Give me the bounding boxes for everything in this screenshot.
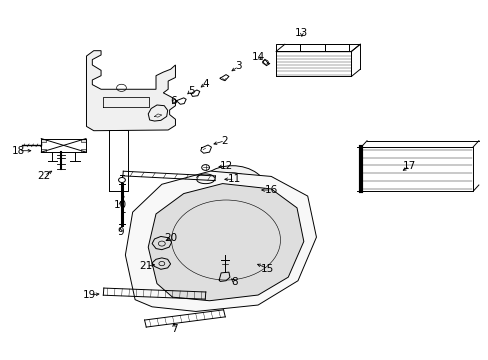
Text: 12: 12 bbox=[219, 161, 232, 171]
Text: 1: 1 bbox=[120, 205, 126, 215]
Text: 7: 7 bbox=[170, 324, 177, 334]
Text: 11: 11 bbox=[228, 174, 241, 184]
Text: 19: 19 bbox=[83, 290, 96, 300]
Text: 21: 21 bbox=[140, 261, 153, 271]
Circle shape bbox=[207, 173, 257, 210]
Text: 16: 16 bbox=[264, 185, 278, 195]
Text: 13: 13 bbox=[295, 28, 308, 38]
Text: 9: 9 bbox=[117, 227, 123, 237]
Text: 5: 5 bbox=[187, 86, 194, 96]
Text: 22: 22 bbox=[38, 171, 51, 181]
Text: 20: 20 bbox=[163, 233, 177, 243]
Circle shape bbox=[197, 166, 267, 217]
Bar bbox=[41, 149, 46, 152]
Bar bbox=[81, 139, 86, 142]
Polygon shape bbox=[125, 171, 316, 311]
Bar bbox=[41, 139, 46, 142]
Text: 14: 14 bbox=[251, 52, 264, 62]
Bar bbox=[81, 149, 86, 152]
Text: 3: 3 bbox=[235, 62, 242, 71]
Circle shape bbox=[221, 183, 243, 200]
Text: 6: 6 bbox=[170, 96, 177, 107]
Text: 15: 15 bbox=[261, 264, 274, 274]
Text: 18: 18 bbox=[12, 146, 25, 156]
Text: 4: 4 bbox=[202, 78, 208, 89]
Polygon shape bbox=[86, 51, 175, 131]
Text: 10: 10 bbox=[114, 200, 127, 210]
Text: 17: 17 bbox=[403, 161, 416, 171]
Text: 2: 2 bbox=[221, 136, 228, 146]
Text: 8: 8 bbox=[231, 277, 238, 287]
Polygon shape bbox=[148, 184, 303, 301]
